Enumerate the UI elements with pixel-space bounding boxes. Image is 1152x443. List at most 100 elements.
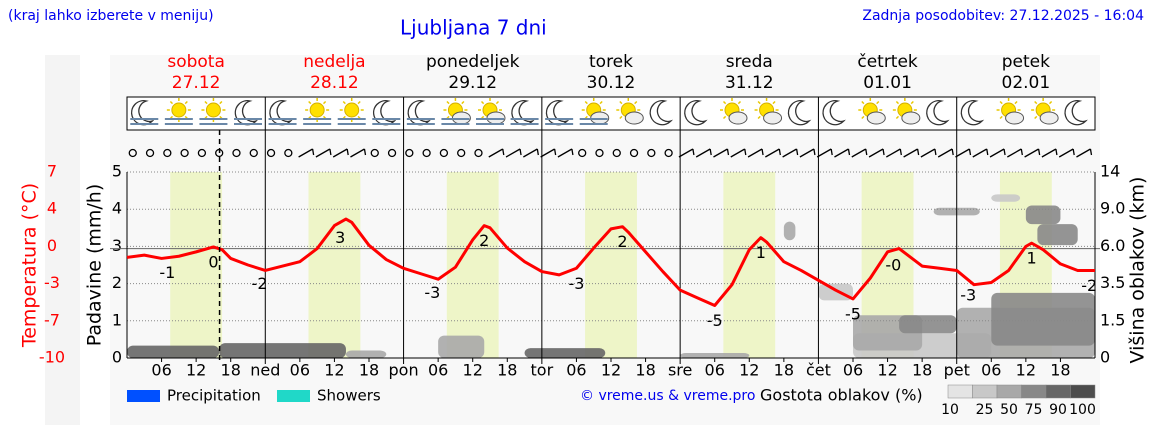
day-date: 02.01 [1002, 73, 1051, 93]
sun-ray [446, 100, 450, 105]
weather-icon [996, 98, 1025, 125]
day-name: torek [589, 52, 633, 72]
sun-ray [184, 100, 188, 105]
wind-calm [612, 148, 621, 158]
temp-label: -1 [159, 263, 175, 282]
sun [205, 102, 221, 118]
day-date: 31.12 [725, 73, 774, 93]
x-tick-label: 12 [186, 361, 206, 380]
moon [787, 100, 812, 126]
cloud-block [991, 292, 1095, 346]
y-tick-label: 5 [112, 162, 122, 181]
wind-barb [298, 148, 315, 158]
weather-icon [164, 98, 193, 125]
weather-icon [130, 100, 159, 126]
daylight-band [446, 172, 499, 358]
weather-icon [234, 100, 262, 126]
weather-icon [268, 100, 297, 126]
x-tick-label: 06 [290, 361, 310, 380]
cloud-scale-box [1045, 384, 1071, 399]
day-name: sreda [726, 52, 773, 72]
sun-ray [584, 100, 588, 105]
daylight-band [723, 172, 776, 358]
y2-tick-label: 3.5 [1100, 273, 1125, 292]
cloud [901, 111, 921, 125]
moon [649, 100, 674, 126]
left-panel [45, 55, 80, 425]
x-tick-label: 12 [877, 361, 897, 380]
sun-ray [1048, 100, 1053, 105]
daylight-band [308, 172, 361, 358]
wind-barb [505, 148, 522, 158]
day-name: ponedeljek [426, 52, 520, 72]
y2-tick-label: 6.0 [1100, 236, 1125, 255]
cloud [763, 111, 783, 125]
wind-calm [232, 148, 241, 158]
sun-ray [999, 100, 1003, 105]
weather-icon [441, 98, 471, 125]
x-tick-label: tor [531, 361, 554, 380]
wind-calm [474, 148, 483, 158]
daylight-band [170, 172, 223, 358]
x-tick-label: 06 [843, 361, 863, 380]
cloud-block [524, 348, 606, 358]
sun-ray [757, 100, 761, 105]
wind-barb [782, 148, 799, 158]
daylight-band [585, 172, 637, 358]
wind-barb [540, 148, 557, 158]
weather-icon [1064, 100, 1088, 126]
y-tick-label: 1 [112, 310, 122, 329]
wind-calm [629, 148, 639, 158]
weather-icon [510, 100, 539, 126]
sun-ray [495, 100, 500, 105]
sun-ray [861, 115, 865, 120]
wind-barb [315, 148, 332, 158]
cloud-scale-box [1021, 384, 1047, 399]
cloud-scale-label: 10 [941, 402, 959, 418]
x-tick-label: 18 [1050, 361, 1070, 380]
weather-icon [545, 100, 574, 126]
weather-icon [406, 100, 435, 126]
weather-icon [960, 100, 985, 126]
weather-icon [476, 98, 506, 125]
wind-calm [595, 148, 604, 158]
wind-barb [989, 148, 1006, 158]
wind-calm [387, 148, 397, 158]
wind-barb [816, 148, 833, 158]
cloud-block [438, 335, 485, 358]
temp-label: -3 [424, 283, 440, 302]
moon [926, 100, 950, 126]
subtitle: (kraj lahko izberete v meniju) [8, 8, 214, 24]
cloud-block [345, 350, 387, 358]
cloud-scale-box [947, 384, 973, 399]
wind-calm [422, 148, 431, 158]
sun [344, 102, 360, 118]
day-date: 27.12 [172, 73, 221, 93]
x-tick-label: 06 [151, 361, 171, 380]
wind-calm [664, 148, 673, 158]
day-date: 01.01 [863, 73, 912, 93]
cloud [624, 111, 644, 125]
sun-ray [1014, 100, 1018, 105]
wind-barb [1041, 148, 1058, 158]
moon [822, 100, 846, 126]
temp-tick-label: -3 [44, 273, 60, 292]
sun-ray [999, 115, 1003, 120]
sun-ray [169, 100, 174, 105]
temp-label: -3 [568, 274, 584, 293]
y2-axis-label: Višina oblakov (km) [1127, 177, 1149, 364]
sun-ray [876, 100, 880, 105]
legend-label: Showers [317, 387, 381, 405]
weather-icon [858, 98, 886, 125]
day-name: nedelja [303, 52, 365, 72]
x-tick-label: 06 [705, 361, 725, 380]
sun-ray [895, 100, 900, 105]
weather-icon [372, 100, 401, 126]
temp-label: 2 [479, 231, 489, 250]
sun-ray [461, 100, 465, 105]
sun-ray [757, 115, 761, 120]
y-tick-label: 3 [112, 236, 122, 255]
day-date: 30.12 [587, 73, 636, 93]
sun-ray [342, 100, 346, 105]
x-tick-label: 18 [635, 361, 655, 380]
